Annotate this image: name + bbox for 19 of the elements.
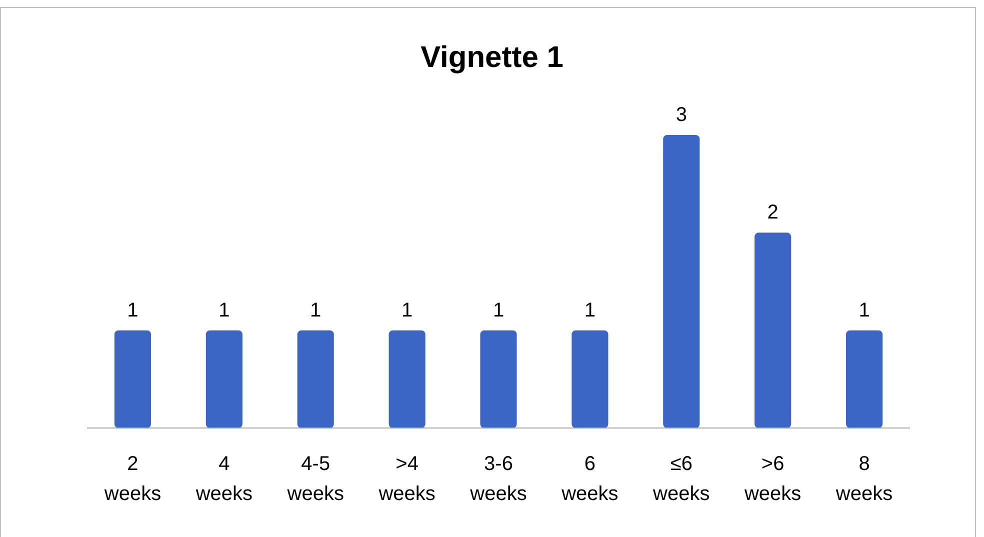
x-tick-label: ≤6 weeks [652,453,710,505]
data-label: 1 [218,299,230,322]
x-tick-label: 4 weeks [194,453,253,505]
x-tick-label: 3-6 weeks [469,453,527,505]
data-label: 1 [401,299,413,322]
x-tick-label: 8 weeks [834,453,893,505]
x-tick-label: 6 weeks [560,453,618,505]
data-label: 1 [127,299,138,322]
data-label: 1 [310,299,322,322]
x-tick-label: 2 weeks [103,453,162,505]
x-tick-label: >6 weeks [743,453,802,505]
data-label: 1 [858,299,870,322]
x-tick-label: >4 weeks [378,453,436,505]
data-label: 1 [584,299,596,322]
data-label: 1 [492,299,504,322]
x-tick-label: 4-5 weeks [286,453,344,505]
data-label: 2 [767,202,778,224]
chart-title: Vignette 1 [420,41,564,74]
data-label: 3 [676,104,687,126]
